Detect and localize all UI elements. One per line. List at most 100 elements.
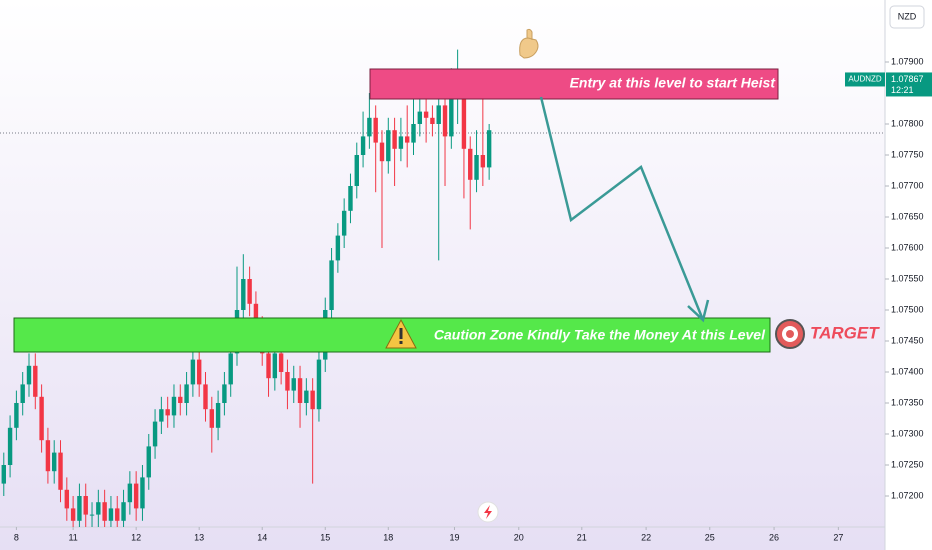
x-tick-label: 27 bbox=[833, 532, 843, 542]
countdown: 12:21 bbox=[891, 85, 914, 95]
candle-body bbox=[272, 353, 278, 379]
candle-body bbox=[392, 130, 397, 149]
candle-body bbox=[348, 186, 353, 211]
projection-arrow bbox=[539, 96, 705, 321]
candle-body bbox=[33, 365, 38, 397]
candle-body bbox=[468, 148, 473, 180]
candle-body bbox=[146, 446, 151, 478]
last-price: 1.07867 bbox=[891, 74, 924, 84]
candle-body bbox=[247, 279, 252, 304]
currency-box[interactable] bbox=[889, 5, 925, 29]
candle-body bbox=[486, 130, 492, 168]
warning-icon bbox=[399, 341, 403, 344]
candle-body bbox=[386, 130, 391, 162]
candle-body bbox=[266, 353, 271, 379]
logo bbox=[484, 505, 492, 519]
caution-label: Caution Zone Kindly Take the Money At th… bbox=[434, 327, 766, 343]
candle-body bbox=[222, 384, 227, 403]
candle-body bbox=[39, 396, 44, 441]
candle-body bbox=[89, 514, 95, 516]
candle-body bbox=[253, 303, 259, 329]
candle-body bbox=[70, 508, 76, 521]
y-tick-label: 1.07350 bbox=[891, 397, 924, 407]
projection-arrow bbox=[687, 299, 710, 323]
candle-body bbox=[310, 390, 315, 410]
y-tick-label: 1.07500 bbox=[891, 304, 924, 314]
candle-body bbox=[58, 452, 63, 490]
candle-body bbox=[171, 396, 177, 416]
candle-body bbox=[190, 359, 196, 385]
warning-icon bbox=[399, 328, 403, 339]
x-tick-label: 19 bbox=[449, 532, 459, 542]
y-axis: 1.07900 1.07800 1.07750 1.07700 1.07650 1.076… bbox=[885, 56, 924, 500]
x-tick-label: 21 bbox=[577, 532, 587, 542]
y-tick-label: 1.07900 bbox=[891, 56, 924, 66]
y-tick-label: 1.07650 bbox=[891, 211, 924, 221]
candle-body bbox=[341, 210, 347, 236]
candle-body bbox=[430, 117, 435, 124]
y-tick-label: 1.07550 bbox=[891, 273, 924, 283]
candle-body bbox=[178, 396, 183, 403]
candle-body bbox=[45, 440, 51, 472]
x-tick-label: 11 bbox=[68, 532, 77, 542]
y-tick-label: 1.07800 bbox=[891, 118, 924, 128]
annotations: Entry at this level to start Heist Cauti… bbox=[13, 28, 880, 523]
candle-body bbox=[20, 384, 25, 403]
candle-body bbox=[96, 502, 101, 515]
last-price-tag bbox=[886, 72, 932, 97]
candle-body bbox=[115, 508, 120, 521]
candle-body bbox=[354, 155, 359, 186]
hand-icon bbox=[519, 28, 539, 59]
x-tick-label: 20 bbox=[514, 532, 524, 542]
candle-body bbox=[83, 496, 88, 515]
candle-body bbox=[7, 427, 13, 465]
x-tick-label: 22 bbox=[641, 532, 651, 542]
candle-body bbox=[285, 372, 290, 391]
x-tick-label: 15 bbox=[320, 532, 330, 542]
candle-body bbox=[329, 260, 334, 310]
candle-body bbox=[404, 136, 410, 143]
candle-body bbox=[304, 390, 309, 403]
target-label: TARGET bbox=[810, 323, 880, 342]
candle-body bbox=[184, 384, 189, 403]
candle-body bbox=[1, 465, 6, 484]
entry-label: Entry at this level to start Heist bbox=[570, 75, 777, 91]
candle-body bbox=[316, 359, 322, 410]
y-tick-label: 1.07300 bbox=[891, 428, 924, 438]
candle-body bbox=[121, 502, 126, 521]
x-tick-label: 14 bbox=[257, 532, 267, 542]
candle-body bbox=[64, 489, 70, 509]
y-tick-label: 1.07200 bbox=[891, 490, 924, 500]
x-tick-label: 26 bbox=[769, 532, 779, 542]
y-tick-label: 1.07400 bbox=[891, 366, 924, 376]
candle-body bbox=[152, 421, 158, 447]
candle-body bbox=[367, 117, 372, 137]
candle-body bbox=[461, 86, 467, 149]
y-tick-label: 1.07450 bbox=[891, 335, 924, 345]
target-icon bbox=[786, 330, 794, 338]
candle-body bbox=[26, 365, 32, 385]
x-tick-label: 12 bbox=[131, 532, 141, 542]
candle-body bbox=[241, 279, 246, 310]
candle-body bbox=[449, 99, 454, 137]
candle-body bbox=[417, 111, 423, 124]
y-tick-label: 1.07600 bbox=[891, 242, 924, 252]
entry-zone bbox=[369, 68, 779, 100]
candle-body bbox=[411, 124, 416, 143]
candle-body bbox=[278, 353, 284, 372]
candle-body bbox=[102, 502, 107, 521]
candle-body bbox=[335, 235, 341, 261]
candle-body bbox=[209, 409, 215, 428]
symbol: AUDNZD bbox=[848, 75, 882, 84]
candle-body bbox=[398, 136, 404, 149]
candle-body bbox=[127, 483, 133, 503]
candle-body bbox=[228, 353, 233, 385]
y-tick-label: 1.07250 bbox=[891, 459, 924, 469]
candle-body bbox=[196, 359, 202, 385]
candle-body bbox=[52, 452, 57, 472]
candle-body bbox=[297, 378, 303, 403]
x-tick-label: 8 bbox=[14, 532, 19, 542]
candle-body bbox=[423, 111, 429, 118]
